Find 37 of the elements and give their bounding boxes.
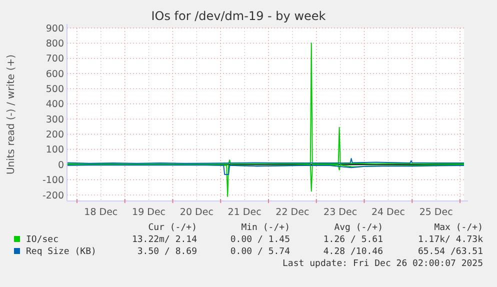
text: Cur (-/+) <box>148 223 197 233</box>
y-tick-label: 0 <box>58 160 64 171</box>
x-tick-label: 20 Dec <box>180 207 214 218</box>
y-tick-label: 200 <box>46 130 64 141</box>
text: 1.26 / 5.61 <box>323 235 383 245</box>
y-tick-label: 600 <box>46 68 64 80</box>
text: 4.28 /10.46 <box>323 247 383 257</box>
text: 0.00 / 5.74 <box>230 247 290 257</box>
legend-label: IO/sec <box>26 235 59 245</box>
legend-label: Req Size (KB) <box>26 247 96 257</box>
text: Avg (-/+) <box>334 223 383 233</box>
y-tick-label: 800 <box>46 38 64 50</box>
text: Last update: Fri Dec 26 02:00:07 2025 <box>282 259 483 269</box>
text: 0.00 / 1.45 <box>230 235 290 245</box>
text: 3.50 / 8.69 <box>137 247 197 257</box>
x-tick-label: 25 Dec <box>419 207 453 218</box>
text: 1.17k/ 4.73k <box>418 235 484 245</box>
y-tick-label: 900 <box>46 23 64 34</box>
x-tick-label: 22 Dec <box>276 207 310 218</box>
x-tick-label: 24 Dec <box>371 207 405 218</box>
text: 65.54 /63.51 <box>418 247 483 257</box>
x-tick-label: 21 Dec <box>228 207 262 218</box>
text: 13.22m/ 2.14 <box>132 235 197 245</box>
y-tick-label: 400 <box>46 99 64 110</box>
y-tick-label: 100 <box>46 144 64 156</box>
y-tick-label: -100 <box>42 175 64 186</box>
y-tick-label: 500 <box>46 84 64 96</box>
y-tick-label: 700 <box>46 54 64 65</box>
text: Max (-/+) <box>434 223 483 233</box>
x-tick-label: 19 Dec <box>132 207 166 218</box>
y-tick-label: -200 <box>42 190 64 202</box>
y-tick-label: 300 <box>46 114 64 126</box>
x-tick-label: 18 Dec <box>84 207 118 218</box>
y-axis-title: Units read (-) / write (+) <box>6 54 17 175</box>
x-tick-label: 23 Dec <box>324 207 358 218</box>
chart-title: IOs for /dev/dm-19 - by week <box>151 9 326 23</box>
text: Min (-/+) <box>241 223 290 233</box>
